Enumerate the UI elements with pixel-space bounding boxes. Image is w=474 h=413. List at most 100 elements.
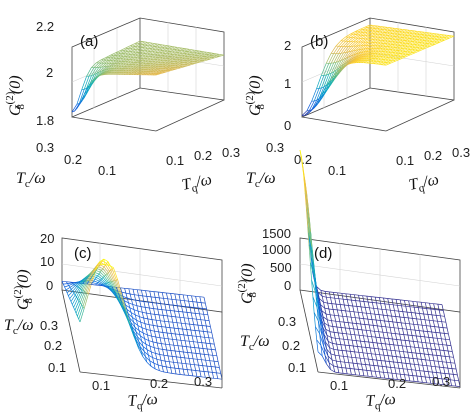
panel-c-mesh-line [200, 336, 203, 343]
panel-d-mesh-line [309, 262, 315, 278]
panel-a-mesh-line [157, 66, 164, 69]
panel-d-mesh-line [324, 322, 327, 330]
panel-a-y-tick-0.1: 0.1 [98, 163, 116, 178]
panel-b-mesh-line [390, 55, 396, 59]
panel-a-mesh-line [135, 62, 141, 66]
panel-c-mesh-line [130, 321, 136, 328]
panel-d-mesh-line [423, 313, 426, 320]
panel-a-mesh-line [106, 63, 112, 67]
panel-d-mesh-line [368, 324, 371, 331]
panel-a-mesh-line [164, 56, 171, 59]
panel-c-mesh-line [203, 313, 208, 316]
panel-c-mesh-line [209, 377, 214, 379]
panel-b-mesh-line [383, 62, 389, 66]
panel-d-mesh-line [399, 333, 404, 335]
panel-b-mesh-line [402, 54, 408, 57]
panel-c-mesh-line [144, 323, 147, 330]
panel-b-mesh-line [368, 58, 374, 61]
panel-a-mesh-line [113, 63, 119, 67]
panel-d-mesh-line [413, 307, 416, 314]
panel-d-mesh-line [352, 305, 355, 312]
panel-b-mesh-line [326, 81, 332, 86]
panel-d-mesh-line [388, 378, 394, 380]
panel-c-mesh-line [128, 288, 134, 290]
panel-a-mesh-line [108, 65, 114, 70]
panel-b-mesh-line [326, 63, 332, 76]
panel-d-mesh-line [433, 377, 436, 384]
panel-b-mesh-line [383, 54, 389, 58]
panel-b-mesh-line [388, 60, 394, 64]
panel-c-mesh-line [146, 296, 149, 303]
panel-d-mesh-line [340, 361, 345, 363]
panel-b-mesh-line [370, 30, 376, 34]
panel-c-mesh-line [120, 287, 123, 293]
panel-d-mesh-line [437, 361, 440, 368]
panel-b-mesh-line [424, 43, 430, 47]
panel-d-mesh-line [427, 348, 432, 350]
panel-b-mesh-line [424, 46, 430, 49]
panel-d-mesh-line [379, 320, 382, 327]
panel-d-mesh-line [367, 301, 370, 308]
panel-d-mesh-line [427, 371, 430, 378]
panel-d-mesh-line [360, 357, 365, 360]
panel-d-mesh-line [381, 326, 384, 333]
panel-c-mesh-line [181, 346, 184, 353]
panel-d-mesh-line [333, 348, 338, 351]
panel-d-mesh-line [401, 379, 406, 381]
panel-b-mesh-line [375, 61, 382, 65]
panel-b-mesh-line [441, 34, 447, 38]
panel-d-mesh-line [429, 319, 434, 322]
panel-b-mesh-line [421, 32, 427, 35]
panel-b-mesh-line [394, 34, 400, 37]
panel-d-mesh-line [421, 359, 426, 361]
panel-b-mesh-line [385, 62, 392, 66]
panel-a-mesh-line [148, 71, 154, 74]
panel-b-mesh-line [378, 56, 384, 60]
panel-d-mesh-line [426, 382, 431, 384]
panel-a-mesh-line [148, 67, 154, 71]
panel-d-mesh-line [360, 306, 366, 308]
panel-b-mesh-line [365, 39, 371, 43]
panel-a-mesh-line [115, 58, 121, 62]
panel-c-mesh-line [170, 310, 175, 312]
panel-b-mesh-line [409, 46, 416, 50]
panel-a-mesh-line [103, 68, 110, 73]
panel-a-mesh-line [167, 48, 173, 52]
panel-a-mesh-line [177, 52, 183, 56]
panel-c-mesh-line [68, 291, 73, 297]
panel-d-mesh-line [341, 350, 344, 357]
panel-d-mesh-line [322, 316, 328, 321]
panel-b-mesh-line [358, 54, 364, 58]
panel-b-mesh-line [414, 44, 420, 48]
panel-b-mesh-line [427, 41, 433, 44]
panel-a-mesh-line [132, 49, 138, 53]
panel-d-mesh-line [392, 338, 397, 340]
svg-text:G(2)8(0): G(2)8(0) [4, 75, 27, 116]
panel-b-mesh-line [340, 52, 347, 61]
panel-d-mesh-line [366, 295, 372, 297]
panel-c-mesh-line [149, 360, 152, 367]
panel-c-mesh-line [149, 307, 152, 314]
panel-d-mesh-line [411, 369, 416, 371]
panel-d-mesh-line [374, 297, 377, 303]
svg-text:G(2)8(0): G(2)8(0) [244, 75, 267, 116]
panel-c-mesh-line [86, 276, 89, 279]
panel-a-mesh-line [157, 59, 163, 63]
panel-d-mesh-line [391, 298, 394, 305]
panel-d-mesh-line [350, 293, 355, 296]
panel-a-mesh-line [71, 104, 78, 113]
panel-c-mesh-line [148, 324, 151, 331]
panel-c-mesh-line [158, 331, 161, 338]
panel-d-mesh-line [354, 351, 357, 358]
panel-d-mesh-line [372, 359, 377, 361]
panel-b-mesh-line [389, 36, 396, 39]
panel-a-mesh-line [96, 62, 102, 68]
panel-a-mesh-line [118, 58, 124, 62]
panel-d-mesh-line [344, 361, 349, 364]
panel-c-mesh-line [196, 319, 199, 326]
panel-b-mesh-line [407, 46, 413, 50]
panel-c-mesh-line [130, 326, 133, 331]
panel-d-mesh-line [376, 302, 379, 309]
panel-d-mesh-line [386, 349, 389, 356]
panel-b-mesh-line [417, 45, 423, 48]
